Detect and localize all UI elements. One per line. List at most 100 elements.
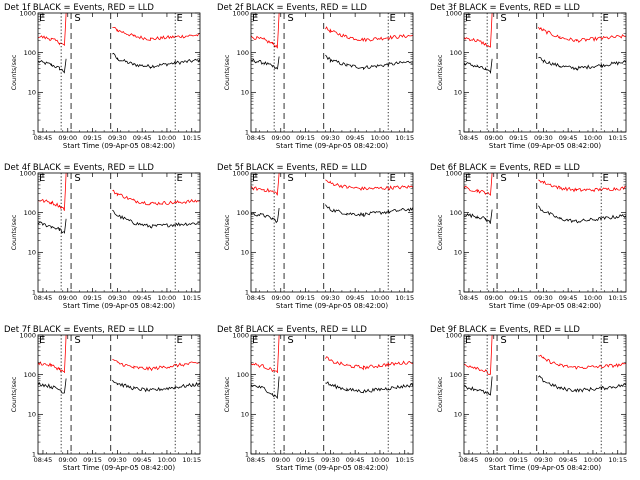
marker-right: E: [390, 13, 396, 24]
plot-frame: [37, 12, 201, 133]
y-tick-label: 100: [237, 371, 249, 379]
marker-middle: S: [287, 335, 293, 346]
x-tick-label: 09:45: [559, 456, 578, 464]
y-tick-label: 1000: [445, 9, 462, 17]
x-axis-label: Start Time (09-Apr-05 08:42:00): [63, 302, 175, 310]
series-line-lld: [38, 173, 200, 211]
y-axis-label: Counts/sec: [10, 54, 18, 90]
y-tick-label: 1: [458, 450, 462, 458]
marker-middle: S: [287, 173, 293, 184]
y-tick-label: 1: [245, 450, 249, 458]
panel-title: Det 2f BLACK = Events, RED = LLD: [217, 3, 367, 13]
y-axis-label: Counts/sec: [10, 376, 18, 412]
panel-title: Det 6f BLACK = Events, RED = LLD: [430, 163, 580, 173]
y-tick-label: 1000: [19, 9, 36, 17]
x-tick-label: 10:00: [371, 134, 390, 142]
marker-right: E: [177, 335, 183, 346]
x-axis-label: Start Time (09-Apr-05 08:42:00): [276, 142, 388, 150]
y-tick-label: 10: [454, 249, 462, 257]
y-tick-label: 1000: [19, 169, 36, 177]
x-tick-label: 09:00: [58, 134, 77, 142]
panel-title: Det 7f BLACK = Events, RED = LLD: [4, 325, 154, 335]
x-tick-label: 10:15: [182, 134, 201, 142]
y-tick-label: 100: [24, 371, 36, 379]
marker-left: E: [465, 13, 471, 24]
y-tick-label: 1000: [232, 169, 249, 177]
y-axis-label: Counts/sec: [223, 54, 231, 90]
series-line-lld: [38, 13, 200, 46]
x-tick-label: 08:45: [34, 134, 53, 142]
x-tick-label: 09:30: [108, 134, 127, 142]
y-tick-label: 1: [458, 128, 462, 136]
series-line-events: [38, 378, 200, 394]
y-axis-label: Counts/sec: [223, 214, 231, 250]
marker-middle: S: [500, 13, 506, 24]
y-tick-label: 10: [241, 411, 249, 419]
series-line-events: [251, 376, 413, 400]
plot-frame: [250, 334, 414, 455]
x-tick-label: 10:15: [608, 134, 627, 142]
series-line-events: [251, 204, 413, 224]
marker-right: E: [390, 335, 396, 346]
series-line-lld: [251, 13, 413, 49]
x-tick-label: 10:15: [395, 134, 414, 142]
x-tick-label: 09:00: [271, 134, 290, 142]
x-tick-label: 09:00: [484, 456, 503, 464]
x-tick-label: 10:00: [371, 294, 390, 302]
marker-left: E: [252, 335, 258, 346]
panel-title: Det 8f BLACK = Events, RED = LLD: [217, 325, 367, 335]
x-tick-label: 09:00: [484, 294, 503, 302]
y-tick-label: 1: [245, 128, 249, 136]
series-line-events: [251, 54, 413, 71]
panel-title: Det 3f BLACK = Events, RED = LLD: [430, 3, 580, 13]
series-line-events: [464, 205, 626, 224]
x-tick-label: 10:15: [395, 294, 414, 302]
series-line-events: [38, 209, 200, 234]
marker-left: E: [465, 335, 471, 346]
x-tick-label: 09:45: [133, 456, 152, 464]
x-tick-label: 08:45: [34, 456, 53, 464]
panel-title: Det 5f BLACK = Events, RED = LLD: [217, 163, 367, 173]
x-tick-label: 09:30: [108, 456, 127, 464]
x-tick-label: 09:30: [534, 456, 553, 464]
y-tick-label: 100: [450, 209, 462, 217]
y-tick-label: 10: [28, 249, 36, 257]
y-tick-label: 1000: [445, 169, 462, 177]
x-tick-label: 09:00: [58, 294, 77, 302]
marker-right: E: [603, 173, 609, 184]
x-tick-label: 09:00: [271, 294, 290, 302]
series-line-lld: [251, 335, 413, 374]
y-tick-label: 10: [28, 411, 36, 419]
y-tick-label: 1000: [232, 9, 249, 17]
plot-frame: [463, 172, 627, 293]
x-tick-label: 09:30: [534, 134, 553, 142]
x-tick-label: 09:30: [534, 294, 553, 302]
x-axis-label: Start Time (09-Apr-05 08:42:00): [63, 142, 175, 150]
x-axis-label: Start Time (09-Apr-05 08:42:00): [489, 302, 601, 310]
marker-middle: S: [74, 13, 80, 24]
x-tick-label: 10:00: [371, 456, 390, 464]
x-tick-label: 10:15: [608, 456, 627, 464]
y-tick-label: 100: [24, 209, 36, 217]
y-tick-label: 100: [237, 209, 249, 217]
x-tick-label: 09:30: [108, 294, 127, 302]
y-axis-label: Counts/sec: [436, 54, 444, 90]
x-tick-label: 10:15: [395, 456, 414, 464]
x-tick-label: 09:00: [271, 456, 290, 464]
marker-left: E: [39, 173, 45, 184]
y-tick-label: 1: [458, 288, 462, 296]
y-tick-label: 100: [450, 371, 462, 379]
plot-frame: [463, 12, 627, 133]
y-axis-label: Counts/sec: [10, 214, 18, 250]
x-tick-label: 09:15: [509, 134, 528, 142]
x-tick-label: 09:30: [321, 134, 340, 142]
x-tick-label: 09:45: [559, 294, 578, 302]
y-tick-label: 10: [241, 249, 249, 257]
marker-middle: S: [500, 173, 506, 184]
marker-right: E: [603, 335, 609, 346]
